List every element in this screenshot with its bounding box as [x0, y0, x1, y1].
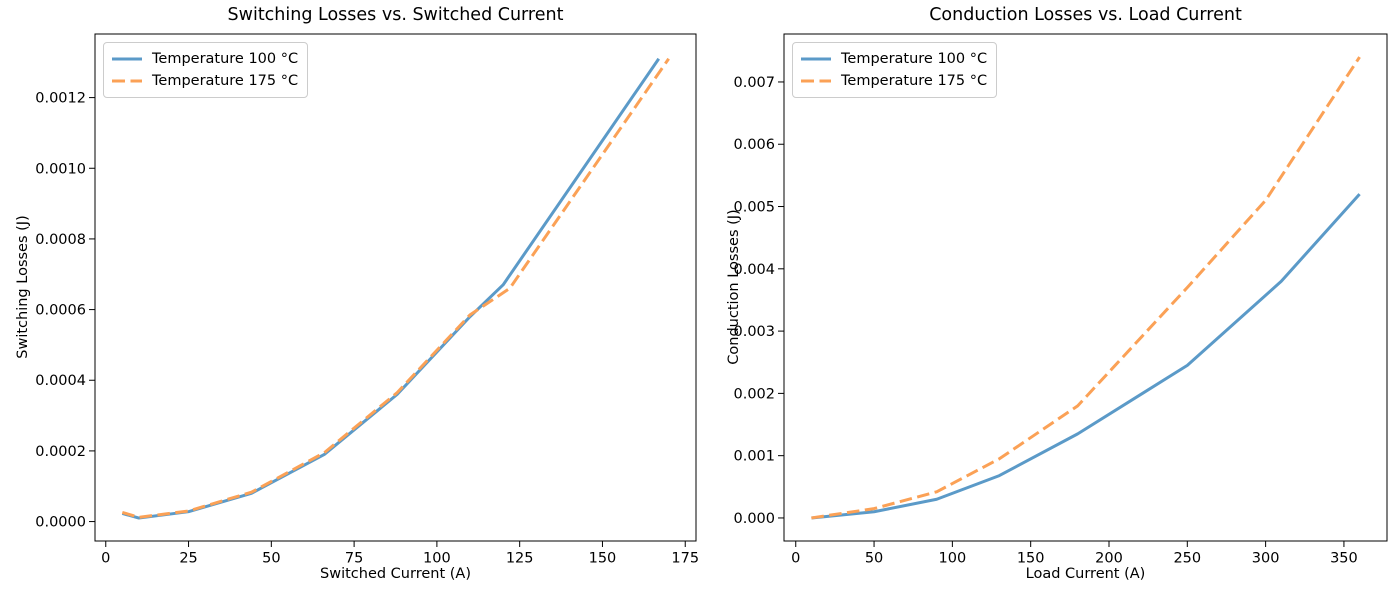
- y-tick-label: 0.0004: [35, 373, 86, 389]
- y-tick-label: 0.007: [733, 75, 775, 91]
- y-tick-label: 0.0010: [35, 161, 86, 177]
- series-line-175c: [811, 56, 1361, 520]
- y-tick-label: 0.004: [733, 262, 775, 278]
- x-tick-label: 125: [506, 551, 534, 567]
- y-tick-label: 0.0000: [35, 515, 86, 531]
- y-tick-label: 0.000: [733, 511, 775, 527]
- series-line-100c: [811, 193, 1361, 520]
- axes-1: 0 50 100 150 200 250 300 350 0.000 0.001 0.002 0.00…: [733, 33, 1388, 567]
- y-tick-label: 0.0012: [35, 91, 86, 107]
- y-tick-label: 0.003: [733, 324, 775, 340]
- legend-label-100c: Temperature 100 °C: [841, 51, 988, 67]
- solid-line-sample-icon: [801, 57, 831, 61]
- legend-label-175c: Temperature 175 °C: [841, 73, 988, 89]
- legend-label-100c: Temperature 100 °C: [152, 51, 299, 67]
- axes-spines: [783, 33, 1388, 542]
- x-tick-label: 75: [345, 551, 363, 567]
- y-tick-label: 0.002: [733, 386, 775, 402]
- x-axis-label-switched-current: Switched Current (A): [320, 566, 471, 582]
- axes-spines: [94, 33, 697, 542]
- legend-item-100c: Temperature 100 °C: [800, 48, 987, 70]
- axes-0: 0 25 50 75 100 125 150 175 0.0000 0.0002 0.0004 0.0…: [35, 33, 699, 567]
- x-tick-label: 350: [1330, 551, 1358, 567]
- dashed-line-sample-icon: [112, 79, 142, 83]
- x-tick-label: 150: [1017, 551, 1045, 567]
- y-axis-label-conduction-losses: Conduction Losses (J): [726, 209, 742, 365]
- dashed-line-sample-icon: [801, 79, 831, 83]
- chart-title-conduction: Conduction Losses vs. Load Current: [929, 5, 1242, 25]
- y-tick-label: 0.0002: [35, 444, 86, 460]
- chart-title-switching: Switching Losses vs. Switched Current: [227, 5, 564, 25]
- solid-line-sample-icon: [112, 57, 142, 61]
- x-tick-label: 150: [589, 551, 617, 567]
- x-tick-label: 50: [865, 551, 883, 567]
- x-tick-label: 0: [791, 551, 800, 567]
- y-tick-label: 0.0006: [35, 303, 86, 319]
- y-tick-label: 0.001: [733, 449, 775, 465]
- x-axis-label-load-current: Load Current (A): [1025, 566, 1146, 582]
- x-tick-label: 200: [1095, 551, 1123, 567]
- legend-item-100c: Temperature 100 °C: [111, 48, 298, 70]
- x-tick-label: 100: [423, 551, 451, 567]
- y-tick-label: 0.005: [733, 200, 775, 216]
- x-tick-label: 300: [1252, 551, 1280, 567]
- x-tick-label: 250: [1173, 551, 1201, 567]
- x-tick-label: 100: [939, 551, 967, 567]
- x-tick-label: 50: [262, 551, 280, 567]
- y-tick-label: 0.0008: [35, 232, 86, 248]
- x-tick-label: 175: [671, 551, 699, 567]
- series-line-175c: [121, 57, 670, 519]
- legend-item-175c: Temperature 175 °C: [800, 70, 987, 92]
- legend-conduction-chart: Temperature 100 °C Temperature 175 °C: [792, 42, 998, 98]
- legend-switching-chart: Temperature 100 °C Temperature 175 °C: [103, 42, 309, 98]
- x-tick-label: 25: [179, 551, 197, 567]
- series-line-100c: [121, 57, 660, 520]
- legend-item-175c: Temperature 175 °C: [111, 70, 298, 92]
- y-axis-label-switching-losses: Switching Losses (J): [15, 215, 31, 359]
- legend-label-175c: Temperature 175 °C: [152, 73, 299, 89]
- y-tick-label: 0.006: [733, 137, 775, 153]
- x-tick-label: 0: [101, 551, 110, 567]
